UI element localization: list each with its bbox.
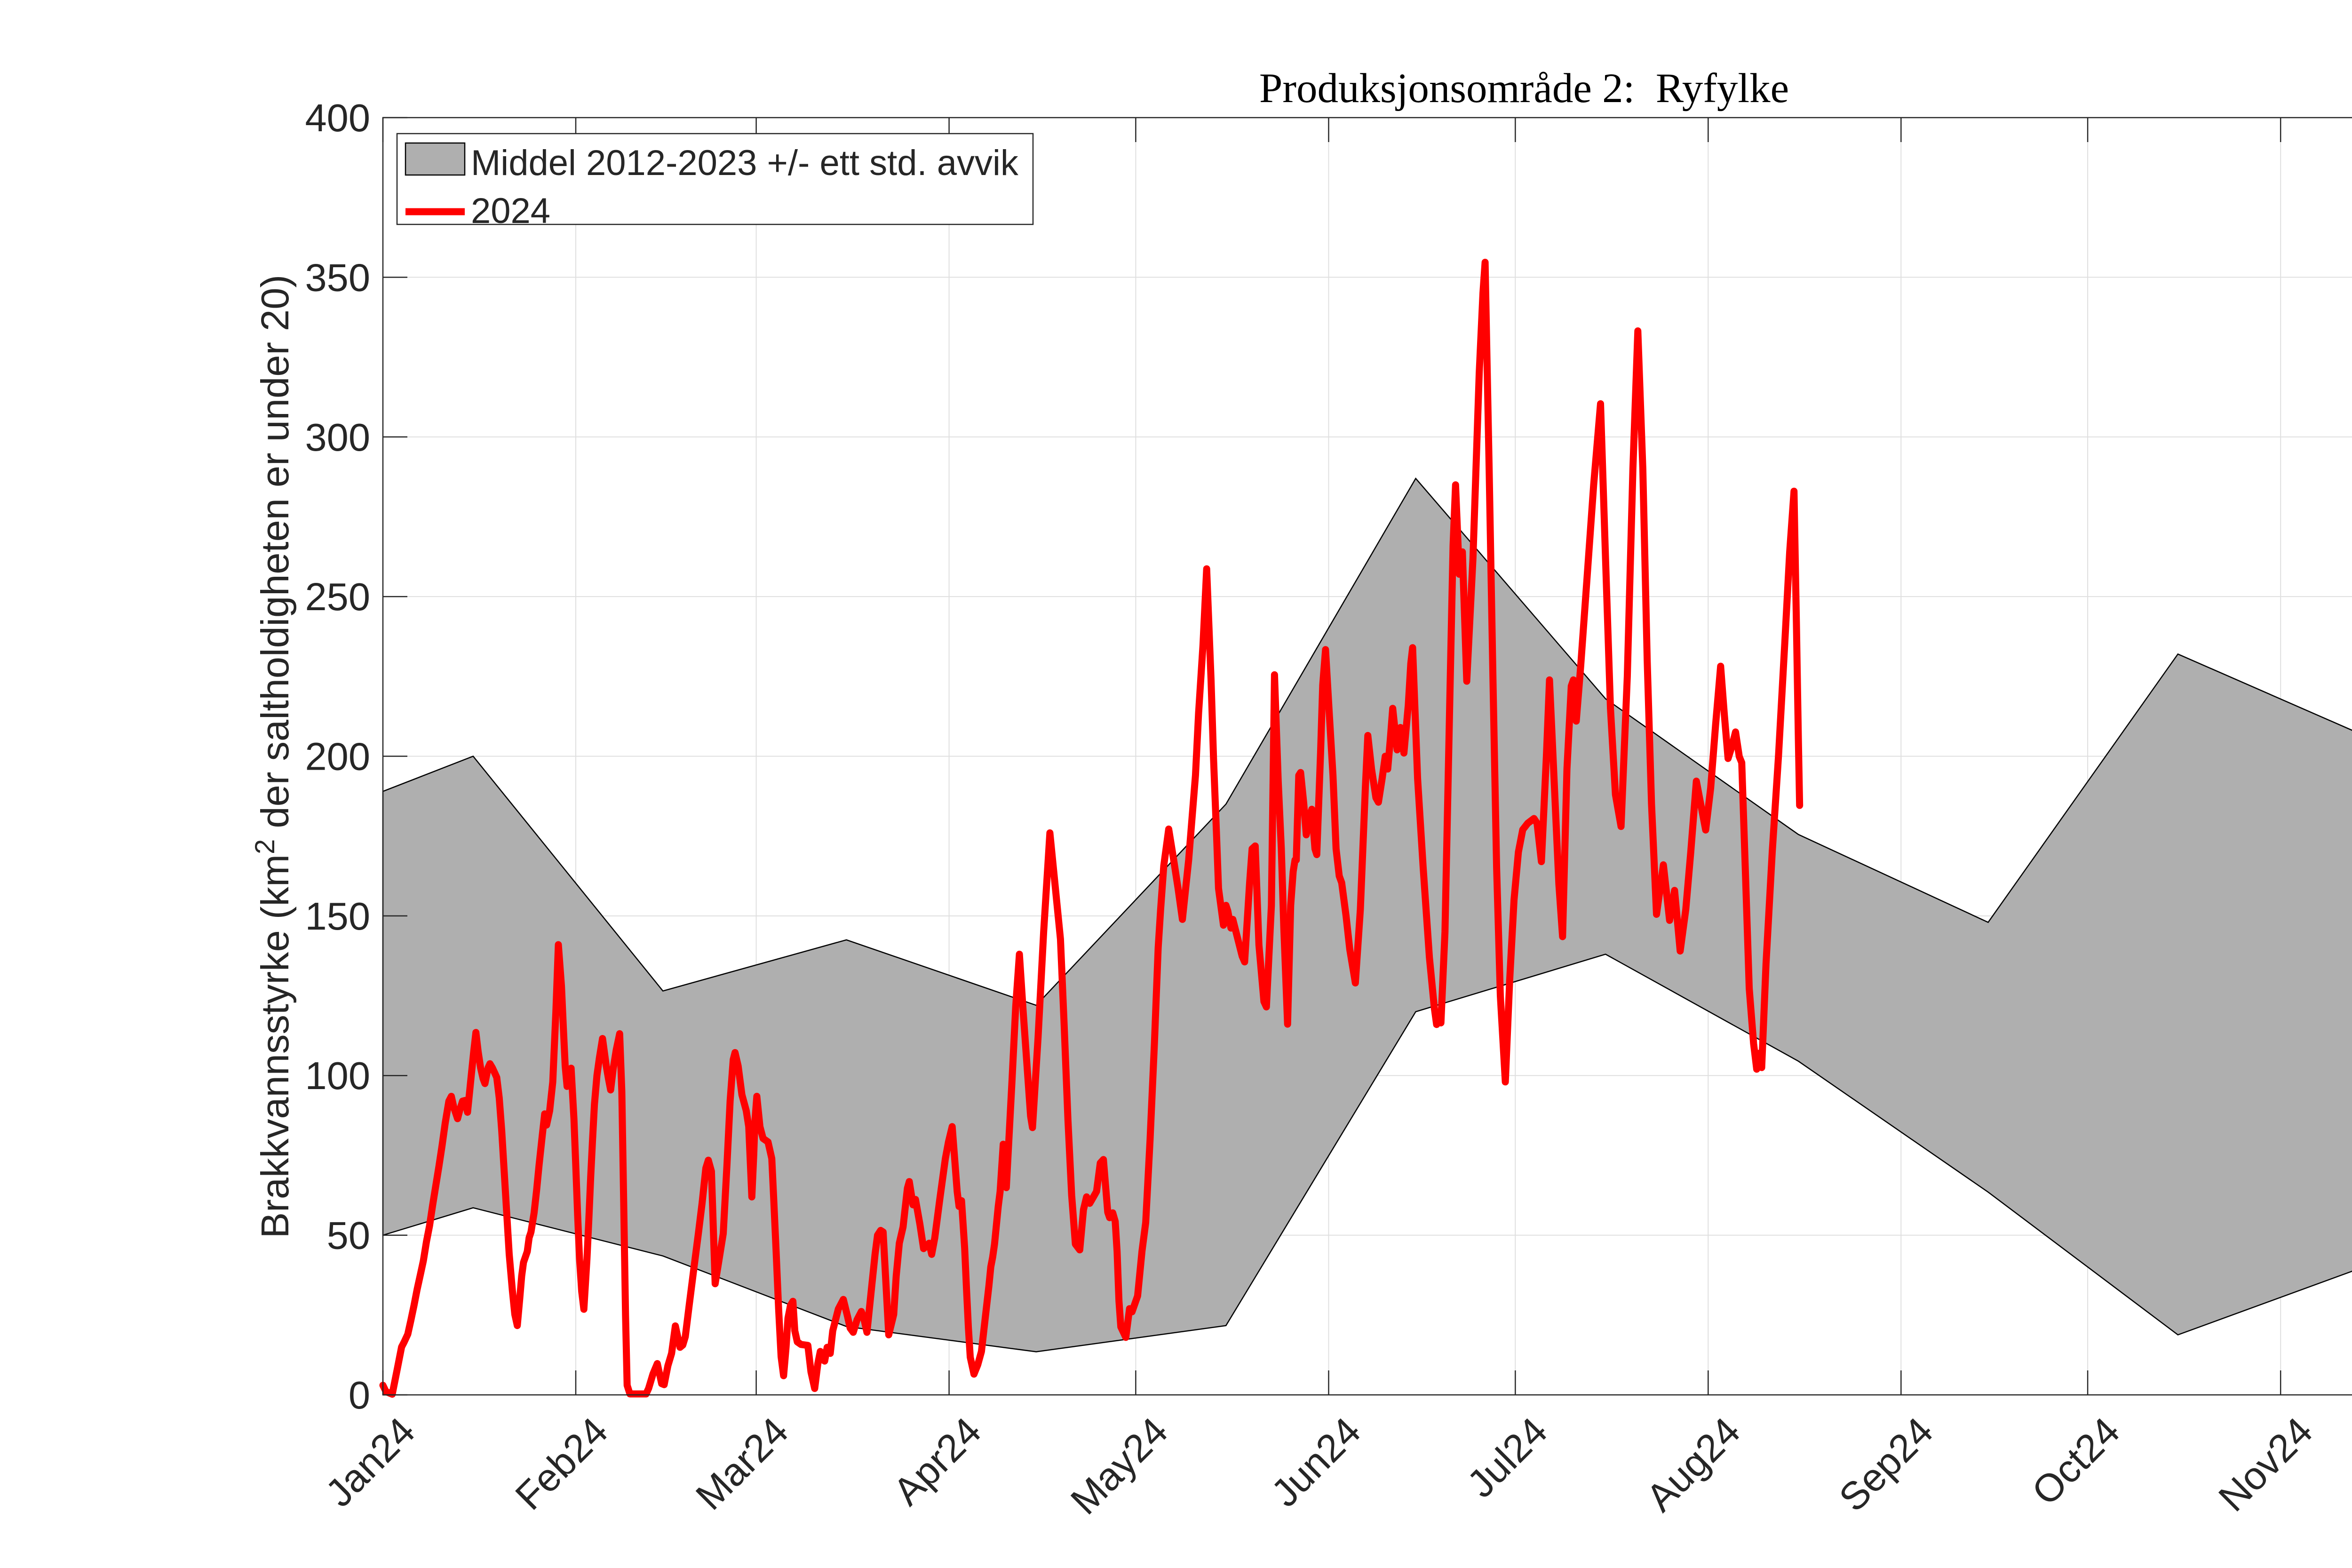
svg-text:300: 300	[305, 415, 370, 459]
svg-text:50: 50	[327, 1214, 370, 1258]
svg-text:0: 0	[349, 1373, 370, 1417]
svg-text:Produksjonsområde 2: Ryfylke: Produksjonsområde 2: Ryfylke	[1259, 65, 1789, 111]
svg-text:150: 150	[305, 894, 370, 938]
svg-text:100: 100	[305, 1054, 370, 1098]
svg-text:Middel 2012-2023 +/- ett std.: Middel 2012-2023 +/- ett std. avvik	[471, 143, 1019, 183]
svg-text:2024: 2024	[471, 191, 550, 231]
svg-text:400: 400	[305, 96, 370, 140]
svg-text:250: 250	[305, 575, 370, 619]
svg-text:200: 200	[305, 735, 370, 779]
svg-text:Brakkvannsstyrke (km2 der salt: Brakkvannsstyrke (km2 der saltholdighete…	[250, 275, 297, 1238]
svg-text:350: 350	[305, 255, 370, 299]
